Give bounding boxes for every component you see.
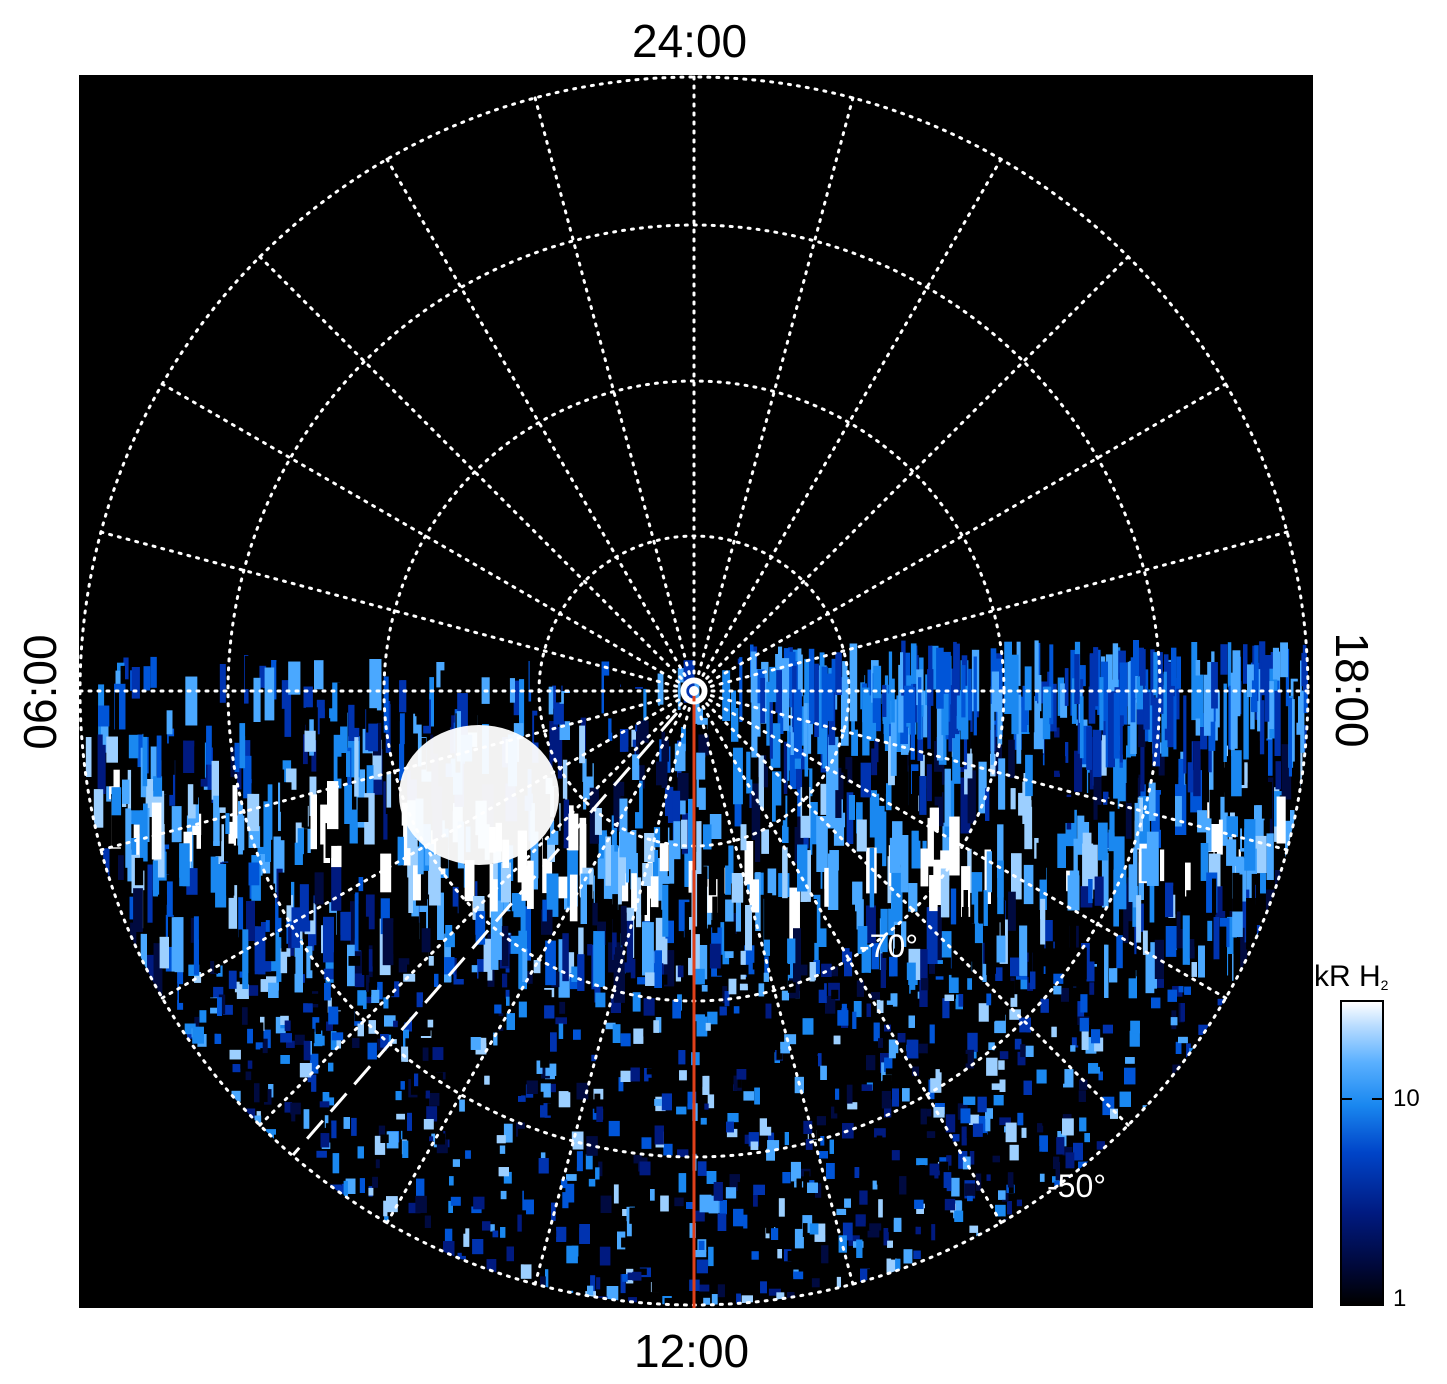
latitude-label-50: -50° xyxy=(1047,1168,1106,1204)
dashed-reference-line xyxy=(291,712,679,1156)
longitude-line xyxy=(692,382,1228,693)
longitude-line xyxy=(692,157,1003,693)
colorbar-title: kR H2 xyxy=(1314,960,1389,993)
pole-marker-outer xyxy=(680,677,708,705)
polar-projection-image: -70° -50° xyxy=(79,75,1313,1308)
longitude-line xyxy=(99,689,696,852)
longitude-line xyxy=(533,96,696,693)
longitude-line xyxy=(160,382,696,693)
colorbar xyxy=(1340,1000,1384,1306)
local-time-label-18: 18:00 xyxy=(1326,632,1378,748)
longitude-line xyxy=(160,689,696,1000)
longitude-line xyxy=(99,530,696,693)
longitude-line xyxy=(692,689,1003,1225)
longitude-line xyxy=(692,689,855,1286)
longitude-line xyxy=(385,689,696,1225)
pole-marker-inner xyxy=(689,686,699,696)
latitude-label-70: -70° xyxy=(859,928,918,964)
longitude-line xyxy=(692,689,1130,1127)
local-time-label-06: 06:00 xyxy=(14,634,66,750)
colorbar-tickmark-10 xyxy=(1372,1098,1384,1100)
longitude-line xyxy=(385,157,696,693)
longitude-line xyxy=(692,689,1228,1000)
longitude-line xyxy=(533,689,696,1286)
colorbar-tickmark-10-left xyxy=(1340,1098,1352,1100)
longitude-line xyxy=(692,255,1130,693)
longitude-line xyxy=(258,255,696,693)
colorbar-tick-10: 10 xyxy=(1393,1085,1420,1112)
longitude-line xyxy=(692,530,1289,693)
colorbar-tick-1: 1 xyxy=(1393,1285,1407,1312)
longitude-line xyxy=(258,689,696,1127)
local-time-label-24: 24:00 xyxy=(632,15,748,67)
auroral-emission-map xyxy=(85,640,1308,1305)
local-time-label-12: 12:00 xyxy=(634,1325,750,1377)
longitude-line xyxy=(692,689,1289,852)
longitude-line xyxy=(692,96,855,693)
polar-plot-svg: -70° -50° xyxy=(79,75,1310,1308)
